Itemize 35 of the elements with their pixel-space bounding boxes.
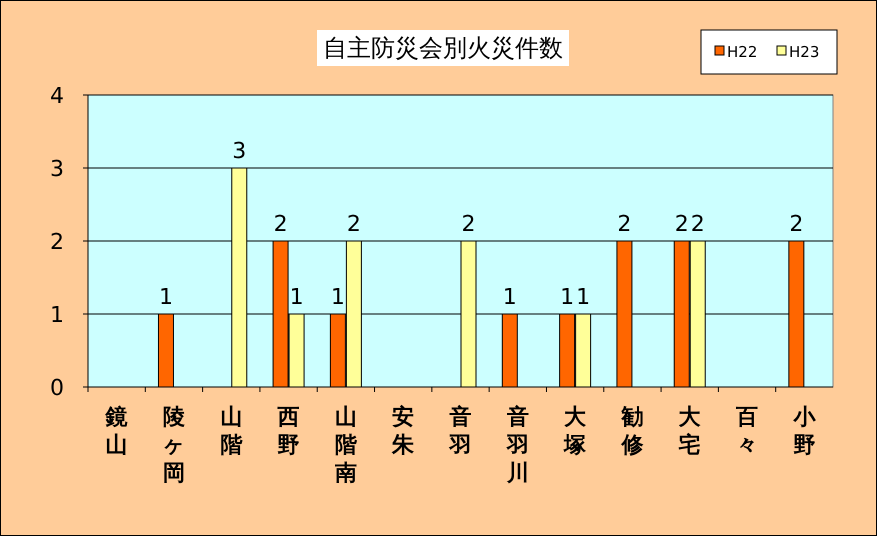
y-tick-label: 4: [50, 84, 64, 109]
data-label: 2: [346, 212, 361, 237]
data-label: 3: [232, 139, 246, 164]
chart-title: 自主防災会別火災件数: [323, 34, 563, 62]
data-label: 2: [674, 212, 689, 237]
data-label: 1: [560, 285, 574, 310]
x-tick-label: 鏡山: [104, 405, 128, 458]
x-tick-label: 西野: [276, 405, 300, 458]
legend-label: H22: [727, 43, 758, 61]
data-label: 1: [158, 285, 173, 310]
x-tick-label: 陵ヶ岡: [162, 405, 186, 486]
x-tick-label: 大塚: [563, 405, 588, 458]
data-label: 1: [290, 285, 304, 310]
y-tick-label: 3: [50, 157, 64, 182]
x-tick-label: 百々: [735, 405, 758, 458]
data-label: 2: [690, 212, 705, 237]
x-tick-label: 山階南: [334, 405, 358, 486]
y-tick-label: 1: [50, 303, 64, 328]
x-tick-label: 音羽: [448, 404, 472, 458]
x-tick-label: 小野: [792, 405, 816, 458]
data-label: 2: [789, 212, 804, 237]
y-tick-label: 2: [50, 230, 64, 255]
y-tick-label: 0: [50, 376, 64, 401]
x-tick-label: 勧修: [620, 405, 644, 458]
data-label: 2: [274, 212, 288, 237]
data-label: 1: [576, 285, 590, 310]
data-label: 2: [617, 212, 632, 237]
x-tick-label: 安朱: [391, 404, 416, 458]
data-label: 2: [462, 212, 476, 237]
x-tick-label: 山階: [220, 405, 244, 458]
x-tick-label: 音羽川: [506, 404, 529, 486]
data-label: 1: [502, 285, 517, 310]
data-label: 1: [330, 285, 345, 310]
legend-label: H23: [789, 43, 820, 61]
x-tick-label: 大宅: [678, 405, 702, 458]
